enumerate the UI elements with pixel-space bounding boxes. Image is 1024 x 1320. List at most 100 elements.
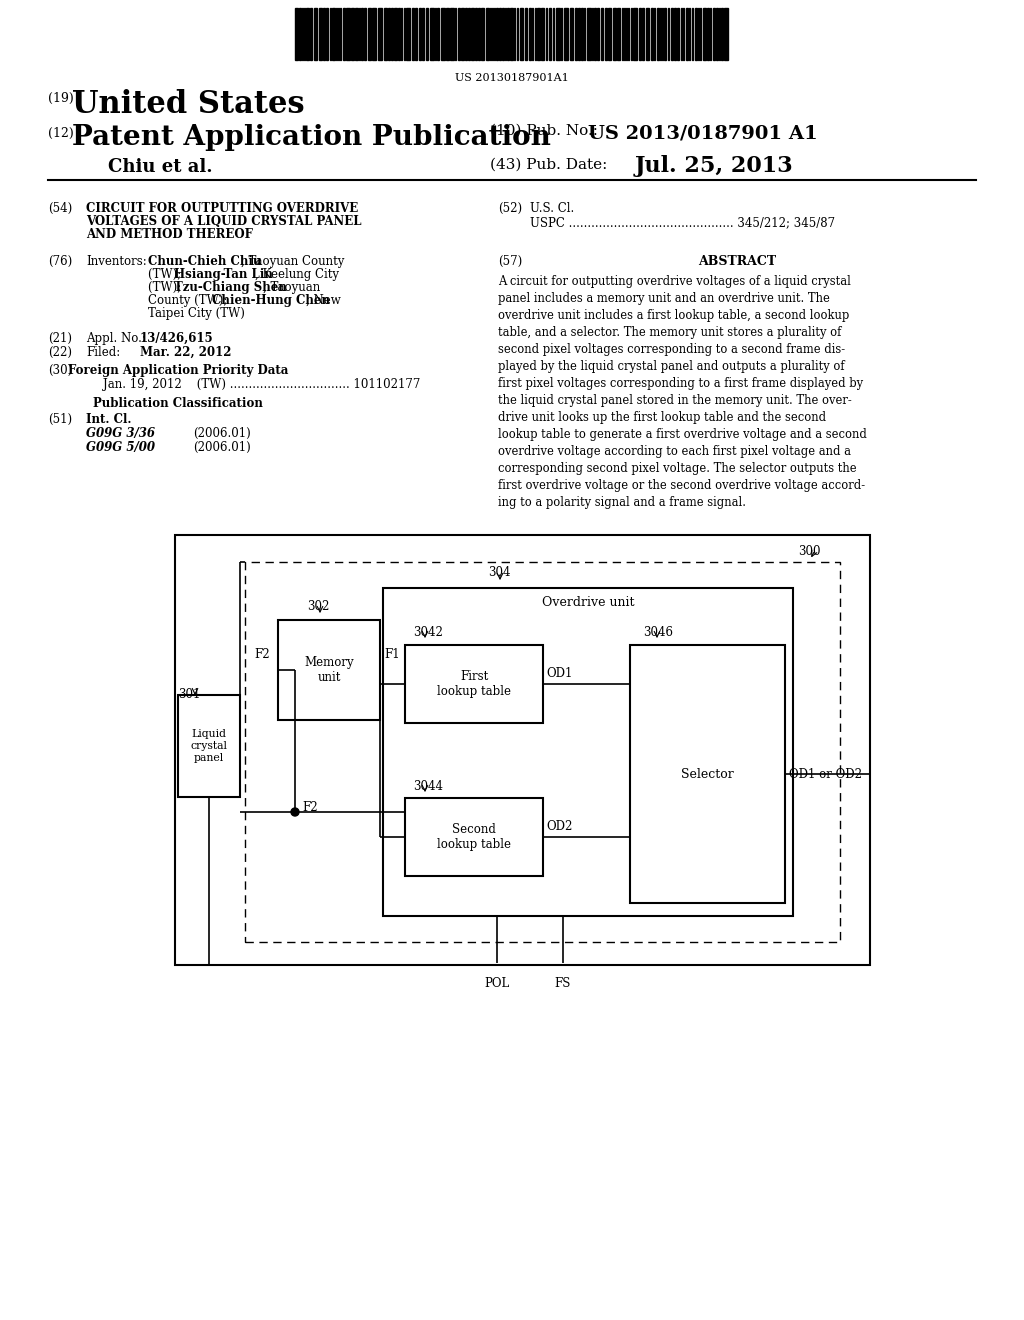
Text: County (TW);: County (TW); [148, 294, 231, 308]
Text: VOLTAGES OF A LIQUID CRYSTAL PANEL: VOLTAGES OF A LIQUID CRYSTAL PANEL [86, 215, 361, 228]
Text: G09G 3/36: G09G 3/36 [86, 426, 155, 440]
Bar [306, 8, 309, 59]
Text: US 2013/0187901 A1: US 2013/0187901 A1 [588, 124, 818, 143]
Text: Int. Cl.: Int. Cl. [86, 413, 131, 426]
Text: Mar. 22, 2012: Mar. 22, 2012 [140, 346, 231, 359]
Text: Chien-Hung Chen: Chien-Hung Chen [212, 294, 330, 308]
Text: F2: F2 [302, 801, 317, 814]
Bar [677, 8, 679, 59]
Text: Overdrive unit: Overdrive unit [542, 597, 634, 609]
Bar [355, 8, 358, 59]
Text: (12): (12) [48, 127, 74, 140]
Bar [314, 8, 317, 59]
Bar [406, 799, 543, 876]
Bar [520, 8, 523, 59]
Text: (22): (22) [48, 346, 72, 359]
Bar [372, 8, 376, 59]
Bar [319, 8, 322, 59]
Bar [384, 8, 387, 59]
Bar [630, 645, 785, 903]
Bar [406, 8, 410, 59]
Text: , New: , New [306, 294, 341, 308]
Text: Hsiang-Tan Lin: Hsiang-Tan Lin [174, 268, 272, 281]
Text: 3046: 3046 [643, 626, 673, 639]
Text: OD1 or OD2: OD1 or OD2 [790, 767, 862, 780]
Bar [364, 8, 366, 59]
Bar [361, 8, 362, 59]
Text: Chun-Chieh Chiu: Chun-Chieh Chiu [148, 255, 261, 268]
Bar [406, 645, 543, 723]
Text: (2006.01): (2006.01) [193, 426, 251, 440]
Bar [398, 8, 400, 59]
Bar [478, 8, 480, 59]
Bar [541, 8, 544, 59]
Text: (51): (51) [48, 413, 72, 426]
Bar [295, 8, 298, 59]
Bar [332, 8, 335, 59]
Text: Tzu-Chiang Shen: Tzu-Chiang Shen [174, 281, 287, 294]
Bar [587, 8, 591, 59]
Text: Appl. No.:: Appl. No.: [86, 333, 145, 345]
Bar [326, 8, 328, 59]
Bar [686, 8, 688, 59]
Text: US 20130187901A1: US 20130187901A1 [455, 73, 569, 83]
Bar [639, 8, 641, 59]
Text: (52): (52) [498, 202, 522, 215]
Text: (TW);: (TW); [148, 281, 185, 294]
Bar [343, 8, 345, 59]
Bar [299, 8, 301, 59]
Text: (54): (54) [48, 202, 73, 215]
Bar [575, 8, 577, 59]
Bar [422, 8, 424, 59]
Bar [346, 8, 350, 59]
Text: (76): (76) [48, 255, 73, 268]
Bar [707, 8, 709, 59]
Bar [601, 8, 603, 59]
Bar [458, 8, 460, 59]
Bar [507, 8, 509, 59]
Bar [383, 587, 793, 916]
Bar [278, 620, 380, 719]
Text: F2: F2 [254, 648, 269, 661]
Bar [461, 8, 464, 59]
Bar [465, 8, 467, 59]
Bar [430, 8, 434, 59]
Text: Memory
unit: Memory unit [304, 656, 354, 684]
Text: Jul. 25, 2013: Jul. 25, 2013 [635, 154, 794, 177]
Text: 3044: 3044 [413, 780, 443, 793]
Bar [617, 8, 620, 59]
Text: Selector: Selector [681, 767, 733, 780]
Text: Inventors:: Inventors: [86, 255, 146, 268]
Text: F1: F1 [384, 648, 399, 661]
Text: OD1: OD1 [546, 667, 572, 680]
Bar [441, 8, 445, 59]
Bar [724, 8, 728, 59]
Text: , Keelung City: , Keelung City [255, 268, 339, 281]
Bar [446, 8, 449, 59]
Bar [175, 535, 870, 965]
Text: United States: United States [72, 88, 304, 120]
Bar [323, 8, 325, 59]
Bar [415, 8, 417, 59]
Bar [549, 8, 551, 59]
Bar [651, 8, 653, 59]
Bar [597, 8, 599, 59]
Text: POL: POL [484, 977, 510, 990]
Bar [633, 8, 637, 59]
Text: (30): (30) [48, 364, 73, 378]
Bar [608, 8, 611, 59]
Bar [499, 8, 501, 59]
Bar [657, 8, 659, 59]
Bar [703, 8, 706, 59]
Bar [388, 8, 390, 59]
Text: Jan. 19, 2012    (TW) ................................ 101102177: Jan. 19, 2012 (TW) .....................… [103, 378, 421, 391]
Bar [674, 8, 676, 59]
Text: Publication Classification: Publication Classification [93, 397, 263, 411]
Bar [486, 8, 489, 59]
Text: OD2: OD2 [546, 820, 572, 833]
Bar [471, 8, 474, 59]
Text: 300: 300 [798, 545, 820, 558]
Bar [525, 8, 527, 59]
Text: Filed:: Filed: [86, 346, 120, 359]
Text: (2006.01): (2006.01) [193, 441, 251, 454]
